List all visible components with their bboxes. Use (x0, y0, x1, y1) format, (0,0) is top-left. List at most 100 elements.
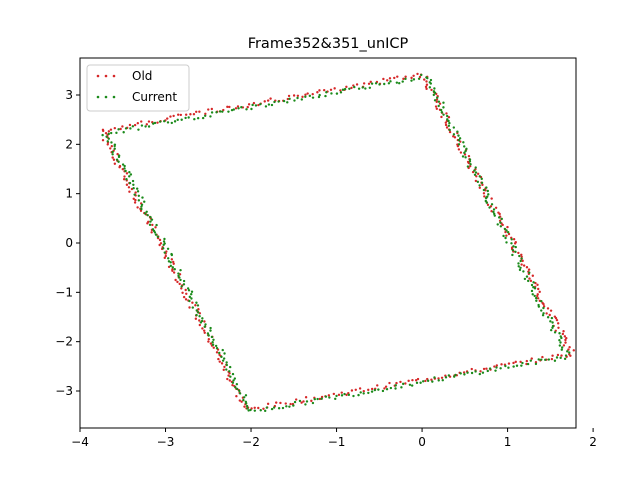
point-current (456, 130, 459, 133)
point-old (132, 197, 135, 200)
point-current (245, 402, 248, 405)
point-old (560, 354, 563, 357)
legend-entries: Old Current (96, 69, 177, 104)
point-current (147, 125, 151, 128)
point-current (199, 321, 203, 324)
point-current (292, 404, 295, 407)
point-current (107, 132, 111, 136)
point-current (136, 190, 140, 193)
point-old (536, 297, 540, 300)
point-old (416, 72, 419, 76)
legend-marker (96, 95, 100, 99)
point-current (431, 380, 434, 383)
point-current (149, 220, 152, 223)
point-current (245, 108, 248, 111)
point-current (324, 94, 327, 98)
point-current (190, 297, 193, 300)
point-old (304, 396, 308, 399)
point-current (225, 361, 228, 364)
point-current (447, 119, 450, 123)
point-current (415, 381, 419, 385)
y-tick-label: −3 (55, 384, 73, 398)
point-current (340, 394, 344, 397)
point-old (257, 103, 260, 107)
point-current (426, 76, 429, 80)
point-current (533, 294, 536, 298)
point-current (339, 91, 343, 94)
point-old (156, 121, 159, 124)
point-old (179, 113, 183, 117)
point-old (171, 269, 174, 272)
point-current (264, 105, 268, 108)
point-old (512, 237, 516, 241)
point-old (370, 387, 374, 391)
point-current (232, 379, 235, 382)
point-old (189, 113, 192, 116)
point-current (335, 92, 339, 95)
point-current (231, 372, 235, 376)
point-current (549, 320, 552, 323)
point-old (182, 295, 186, 299)
legend-marker (112, 95, 116, 99)
x-tick-label: −3 (157, 435, 175, 449)
point-current (188, 299, 191, 303)
point-old (223, 365, 226, 369)
point-current (300, 98, 304, 101)
point-current (281, 406, 285, 410)
point-old (212, 346, 215, 349)
point-current (428, 86, 432, 89)
point-current (230, 108, 234, 112)
point-old (140, 120, 143, 123)
point-old (177, 113, 180, 116)
point-current (121, 163, 125, 166)
chart-title: Frame352&351_unICP (248, 36, 409, 52)
point-old (164, 254, 167, 258)
point-current (107, 137, 110, 140)
point-old (384, 385, 388, 388)
point-current (463, 373, 466, 376)
point-current (559, 356, 562, 360)
point-old (399, 380, 402, 384)
point-old (396, 75, 399, 78)
point-current (439, 108, 443, 112)
point-current (265, 406, 269, 409)
point-old (414, 379, 418, 382)
point-current (235, 383, 239, 386)
point-current (540, 300, 543, 303)
point-old (240, 400, 243, 403)
point-old (395, 381, 398, 385)
point-current (124, 127, 128, 130)
point-old (269, 97, 272, 100)
point-current (410, 79, 413, 82)
point-current (325, 91, 328, 94)
point-current (440, 111, 444, 114)
point-current (106, 140, 109, 143)
point-old (292, 94, 296, 97)
point-old (541, 355, 544, 359)
point-old (412, 74, 415, 77)
point-current (304, 95, 307, 98)
point-old (134, 191, 137, 194)
point-current (128, 181, 132, 185)
point-current (385, 388, 389, 391)
point-current (113, 147, 116, 150)
point-current (507, 366, 510, 369)
point-current (277, 407, 281, 410)
point-old (207, 337, 211, 341)
point-current (383, 82, 386, 86)
point-current (177, 272, 180, 275)
point-old (310, 399, 313, 403)
point-current (468, 158, 472, 161)
point-current (155, 223, 158, 227)
point-current (528, 271, 531, 274)
point-old (541, 301, 544, 305)
point-old (350, 389, 354, 392)
point-current (564, 354, 568, 357)
point-current (568, 351, 571, 354)
point-current (530, 289, 534, 293)
point-current (458, 137, 462, 140)
point-old (478, 186, 481, 190)
point-current (182, 283, 186, 286)
point-old (228, 372, 231, 375)
point-current (282, 99, 286, 103)
